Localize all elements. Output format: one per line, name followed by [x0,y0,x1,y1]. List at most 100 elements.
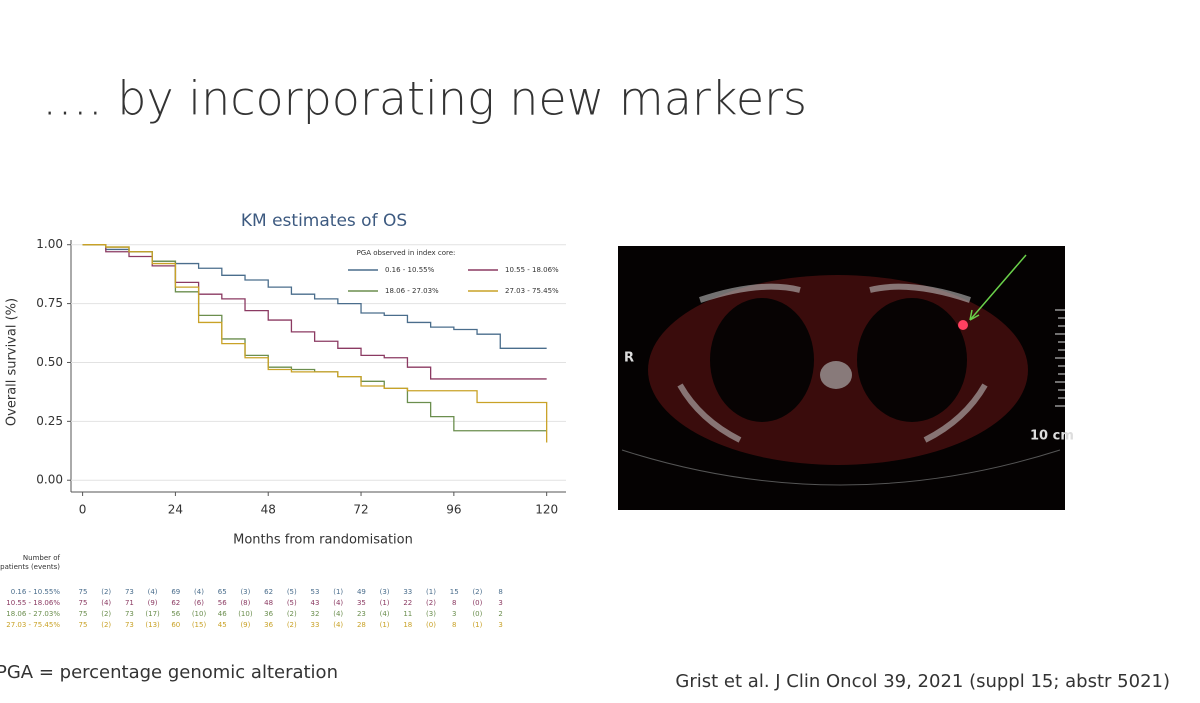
risk-cell: 62 [264,588,273,596]
x-tick-label: 120 [535,503,558,517]
risk-cell: (4) [333,599,343,607]
risk-cell: 28 [357,621,366,629]
risk-cell: 71 [125,599,134,607]
y-tick-label: 0.50 [36,355,63,369]
risk-cell: (17) [145,610,160,618]
risk-cell: (10) [192,610,207,618]
risk-cell: (2) [287,621,297,629]
risk-cell: 75 [79,610,88,618]
risk-cell: 33 [311,621,320,629]
risk-cell: 65 [218,588,227,596]
risk-cell: 36 [264,610,273,618]
risk-cell: (0) [472,599,482,607]
risk-cell: 11 [403,610,412,618]
x-tick-label: 72 [353,503,368,517]
risk-cell: 18 [403,621,412,629]
risk-cell: 8 [452,621,456,629]
risk-cell: (5) [287,588,297,596]
risk-cell: 49 [357,588,366,596]
risk-cell: 73 [125,610,134,618]
risk-cell: 56 [218,599,227,607]
scan-image: R 10 cm [618,246,1074,510]
risk-cell: (4) [148,588,158,596]
risk-row-label: 10.55 - 18.06% [6,599,60,607]
risk-cell: 45 [218,621,227,629]
risk-cell: (0) [472,610,482,618]
risk-cell: 33 [403,588,412,596]
risk-cell: (6) [194,599,204,607]
bones [677,283,988,443]
risk-cell: 8 [498,588,502,596]
risk-cell: (3) [240,588,250,596]
risk-cell: (4) [101,599,111,607]
risk-cell: (10) [238,610,253,618]
risk-cell: 3 [498,621,502,629]
footnote: PGA = percentage genomic alteration [0,662,338,683]
risk-cell: (1) [333,588,343,596]
risk-cell: (2) [101,588,111,596]
risk-cell: 36 [264,621,273,629]
risk-cell: (1) [472,621,482,629]
risk-cell: (15) [192,621,207,629]
y-tick-label: 0.25 [36,414,63,428]
risk-cell: 3 [452,610,456,618]
y-tick-label: 0.75 [36,296,63,310]
risk-cell: (9) [148,599,158,607]
x-tick-label: 96 [446,503,461,517]
risk-cell: (2) [472,588,482,596]
risk-cell: (1) [380,599,390,607]
y-tick-label: 1.00 [36,237,63,251]
citation: Grist et al. J Clin Oncol 39, 2021 (supp… [675,671,1170,692]
legend-label: 27.03 - 75.45% [505,287,559,295]
risk-row-label: 27.03 - 75.45% [6,621,60,629]
risk-cell: 75 [79,621,88,629]
slide-title: …. by incorporating new markers [42,72,807,126]
risk-cell: (13) [145,621,160,629]
spine [820,361,852,389]
risk-cell: 3 [498,599,502,607]
risk-cell: 8 [452,599,456,607]
risk-cell: (2) [101,621,111,629]
risk-cell: (2) [101,610,111,618]
arrow-head [969,309,980,321]
x-tick-label: 0 [79,503,87,517]
risk-cell: (9) [240,621,250,629]
risk-cell: (0) [426,621,436,629]
risk-cell: 32 [311,610,320,618]
risk-cell: (4) [333,621,343,629]
legend-title: PGA observed in index core: [357,249,456,257]
risk-cell: (8) [240,599,250,607]
risk-cell: (4) [333,610,343,618]
risk-cell: 23 [357,610,366,618]
lung [710,298,814,422]
legend-label: 0.16 - 10.55% [385,266,435,274]
x-axis-label: Months from randomisation [233,533,413,548]
risk-cell: (3) [380,588,390,596]
x-tick-label: 24 [168,503,183,517]
y-tick-label: 0.00 [36,473,63,487]
risk-cell: (1) [380,621,390,629]
risk-cell: 56 [171,610,180,618]
risk-row-label: 18.06 - 27.03% [6,610,60,618]
risk-cell: (2) [287,610,297,618]
risk-cell: (4) [194,588,204,596]
risk-cell: (1) [426,588,436,596]
legend-label: 18.06 - 27.03% [385,287,439,295]
risk-cell: (4) [380,610,390,618]
risk-cell: 15 [450,588,459,596]
legend-label: 10.55 - 18.06% [505,266,559,274]
lesion [958,320,968,330]
risk-cell: 73 [125,588,134,596]
km-curve [82,244,547,380]
risk-cell: 22 [403,599,412,607]
risk-table-title: Number of [23,554,61,562]
risk-cell: 60 [171,621,180,629]
risk-cell: 53 [311,588,320,596]
risk-cell: 75 [79,588,88,596]
scale-label: 10 cm [1030,429,1074,444]
risk-cell: 35 [357,599,366,607]
table-edge [621,449,1061,486]
x-tick-label: 48 [261,503,276,517]
scale-bar [1055,309,1065,407]
